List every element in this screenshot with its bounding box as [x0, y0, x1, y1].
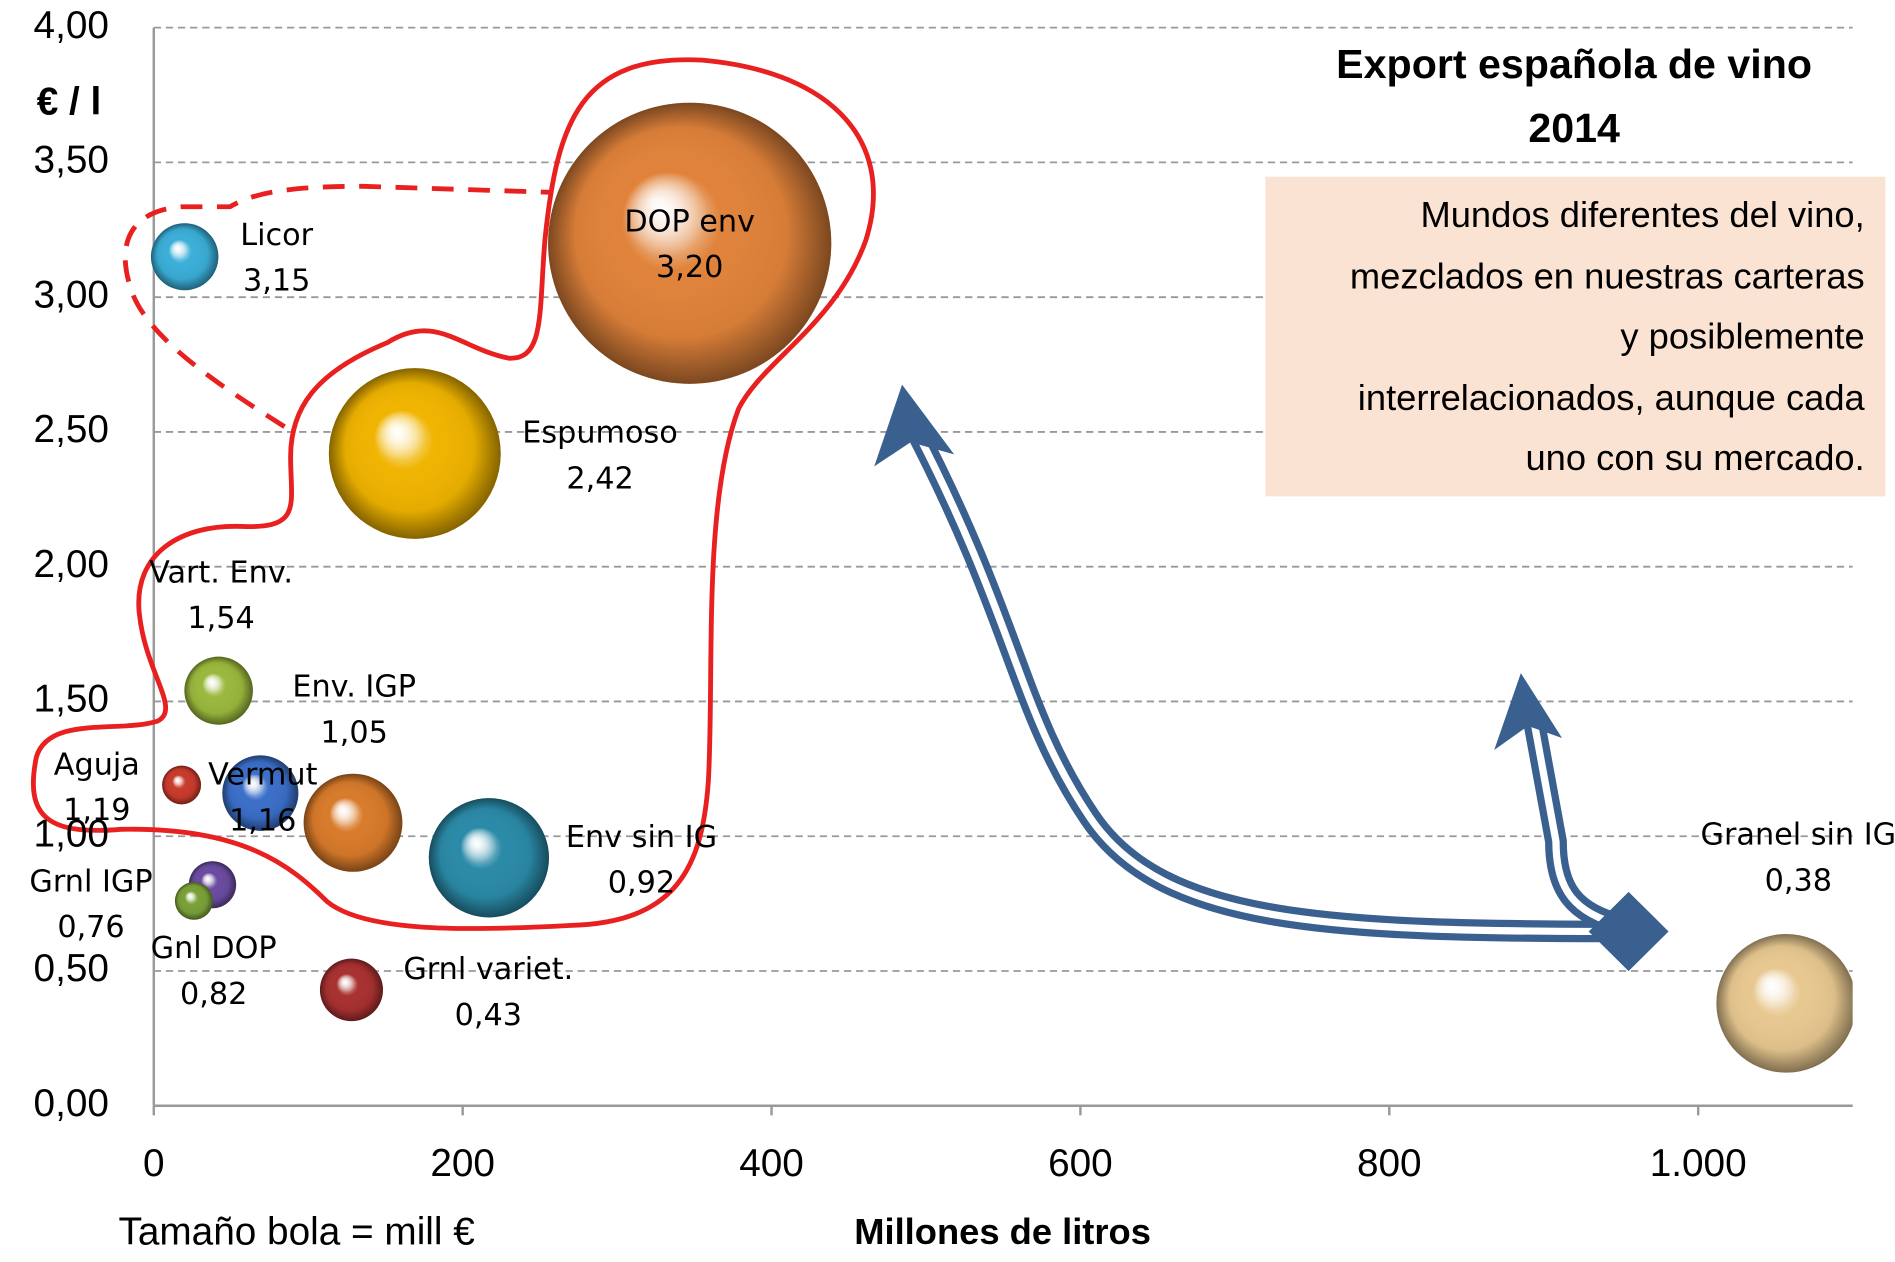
data-label-name: Env sin IG	[566, 820, 717, 855]
data-label-value: 1,05	[321, 715, 388, 750]
annotation-wrap: Mundos diferentes del vino, mezclados en…	[1349, 195, 1865, 479]
data-label-value: 2,42	[566, 462, 633, 497]
data-label-value: 0,76	[57, 910, 124, 945]
data-label-name: Granel sin IG	[1701, 818, 1895, 853]
data-label-value: 0,43	[455, 998, 522, 1033]
data-label-value: 3,20	[656, 250, 723, 285]
title-box: Export española de vino 2014	[1336, 42, 1813, 152]
size-note: Tamaño bola = mill €	[118, 1211, 474, 1254]
data-label-name: Gnl DOP	[151, 931, 277, 966]
bubble-shade	[184, 656, 253, 725]
x-tick-label: 0	[143, 1142, 165, 1185]
annotation: Mundos diferentes del vino, mezclados en…	[1349, 195, 1865, 479]
grid	[153, 26, 1853, 1107]
x-tick-label: 200	[430, 1142, 495, 1185]
data-label-value: 1,19	[63, 793, 130, 828]
chart-title: Export española de vino 2014	[1336, 42, 1813, 152]
data-label-name: DOP env	[624, 204, 755, 239]
data-label-value: 1,16	[229, 804, 296, 839]
bubble-shade	[222, 755, 299, 831]
bubble-shade	[328, 368, 501, 539]
data-label-name: Grnl IGP	[29, 864, 152, 899]
y-tick-label: 3,00	[34, 273, 109, 316]
bubble-shade	[319, 958, 383, 1022]
x-tick-label: 400	[739, 1142, 804, 1185]
data-label-value: 1,54	[187, 601, 254, 636]
x-tick-label: 800	[1357, 1142, 1422, 1185]
bubble-shade	[428, 798, 550, 918]
dashed-outline	[122, 183, 552, 429]
x-axis-label: Millones de litros	[854, 1211, 1151, 1252]
y-tick-label: 2,00	[34, 543, 109, 586]
bubble-shade	[1716, 934, 1853, 1073]
annotation-box	[1265, 176, 1886, 497]
y-tick-label: 0,00	[34, 1082, 109, 1125]
y-tick-label: 2,50	[34, 408, 109, 451]
y-tick-label: 1,50	[34, 678, 109, 721]
data-label-name: Env. IGP	[292, 670, 416, 705]
data-label-name: Vermut	[208, 758, 318, 793]
y-tick-label: 4,00	[34, 4, 109, 47]
bubble-shade	[162, 765, 202, 805]
y-tick-label: 0,50	[34, 947, 109, 990]
data-label-name: Aguja	[54, 747, 140, 782]
data-label-value: 0,38	[1765, 864, 1832, 899]
data-label-name: Licor	[240, 218, 313, 253]
data-label-name: Espumoso	[522, 416, 678, 451]
y-tick-label: 1,00	[34, 813, 109, 856]
data-label-value: 0,82	[180, 977, 247, 1012]
bubbles	[150, 102, 1853, 1073]
y-tick-label: 3,50	[34, 139, 109, 182]
data-label-value: 0,92	[608, 866, 675, 901]
x-tick-label: 600	[1048, 1142, 1113, 1185]
bubble-shade	[303, 773, 403, 872]
arrows	[874, 384, 1669, 972]
y-axis-label: € / l	[37, 81, 102, 124]
data-label-value: 3,15	[243, 264, 310, 299]
x-tick-label: 1.000	[1650, 1142, 1747, 1185]
bubble-shade	[548, 102, 832, 384]
data-label-name: Grnl variet.	[403, 952, 573, 987]
bubble-shade	[150, 223, 219, 291]
data-label-name: Vart. Env.	[149, 556, 293, 591]
solid-outline	[30, 57, 876, 932]
bubble-shade	[174, 882, 213, 920]
